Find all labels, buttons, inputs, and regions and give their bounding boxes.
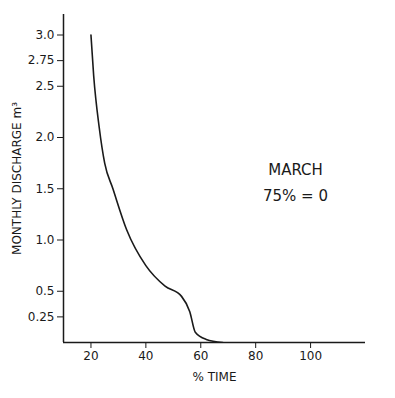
svg-text:20: 20 — [83, 349, 98, 363]
svg-text:60: 60 — [193, 349, 208, 363]
svg-text:1.0: 1.0 — [35, 233, 54, 247]
svg-text:3.0: 3.0 — [35, 28, 54, 42]
svg-text:2.75: 2.75 — [28, 53, 55, 67]
svg-text:0.5: 0.5 — [35, 284, 54, 298]
svg-text:2.0: 2.0 — [35, 130, 54, 144]
svg-text:75% = 0: 75% = 0 — [263, 187, 328, 205]
svg-text:2.5: 2.5 — [35, 79, 54, 93]
svg-text:MARCH: MARCH — [268, 161, 323, 179]
svg-text:% TIME: % TIME — [192, 370, 236, 384]
svg-text:40: 40 — [138, 349, 153, 363]
svg-text:80: 80 — [248, 349, 263, 363]
svg-text:0.25: 0.25 — [28, 310, 55, 324]
svg-text:MONTHLY DISCHARGE m³: MONTHLY DISCHARGE m³ — [10, 102, 24, 255]
svg-text:100: 100 — [299, 349, 322, 363]
svg-text:1.5: 1.5 — [35, 182, 54, 196]
